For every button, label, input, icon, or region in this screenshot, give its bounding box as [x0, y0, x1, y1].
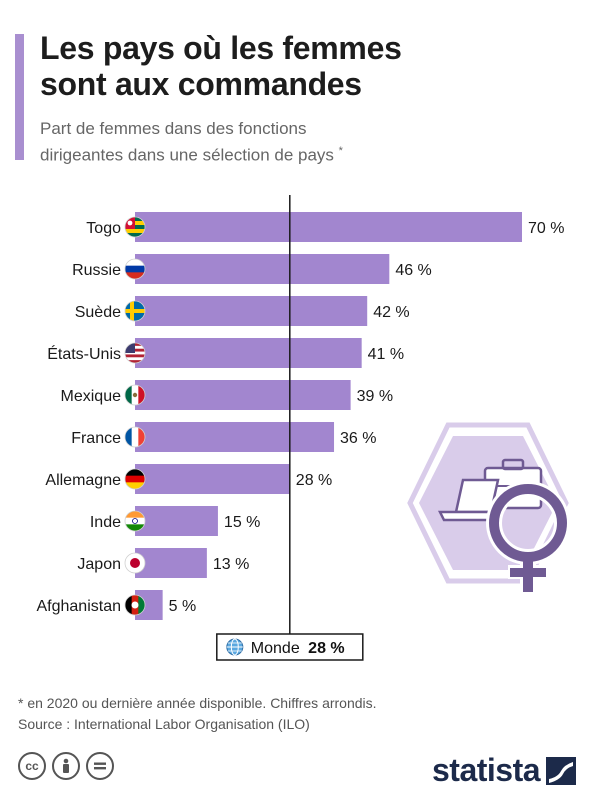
- female-symbol-icon: [486, 481, 570, 594]
- value-label: 70 %: [528, 220, 564, 237]
- value-label: 13 %: [213, 556, 249, 573]
- category-label: Inde: [90, 514, 121, 531]
- license-icons: cc: [18, 752, 114, 780]
- chart-title-line-1: Les pays où les femmes: [40, 30, 402, 66]
- france-flag-icon: [124, 426, 146, 448]
- chart-subtitle-line-2: dirigeantes dans une sélection de pays: [40, 145, 334, 165]
- bar-france: [135, 422, 335, 452]
- category-label: Japon: [77, 556, 121, 573]
- sweden-flag-icon: [124, 300, 146, 322]
- chart-title: Les pays où les femmes sont aux commande…: [40, 30, 580, 102]
- statista-logo-icon: [546, 756, 577, 785]
- chart-subtitle: Part de femmes dans des fonctions dirige…: [40, 117, 560, 167]
- bar-chart: Togo 70 % Russie 46 % Suède 42 % États-Unis 41 …: [36, 195, 570, 661]
- source-text: Source : International Labor Organisatio…: [18, 716, 310, 732]
- subtitle-footnote-mark: *: [338, 145, 343, 157]
- india-flag-icon: [124, 510, 146, 532]
- mexico-flag-icon: [124, 384, 146, 406]
- bar-allemagne: [135, 464, 290, 494]
- world-average-text: Monde 28 %: [251, 640, 345, 657]
- category-label: Allemagne: [45, 472, 121, 489]
- usa-flag-icon: [124, 342, 146, 364]
- no-derivatives-icon[interactable]: [86, 752, 114, 780]
- category-label: Russie: [72, 262, 121, 279]
- world-average-value: 28 %: [308, 640, 344, 657]
- creative-commons-icon[interactable]: cc: [18, 752, 46, 780]
- togo-flag-icon: [124, 216, 146, 238]
- category-label: États-Unis: [47, 344, 121, 363]
- value-label: 5 %: [169, 598, 197, 615]
- value-label: 46 %: [395, 262, 431, 279]
- bar-togo: [135, 212, 522, 242]
- bar-japon: [135, 548, 207, 578]
- footnote-note: * en 2020 ou dernière année disponible. …: [18, 695, 377, 711]
- chart-title-line-2: sont aux commandes: [40, 66, 362, 102]
- germany-flag-icon: [124, 468, 146, 490]
- bars-layer: Togo 70 % Russie 46 % Suède 42 % États-Unis 41 …: [36, 212, 564, 620]
- bar-suede: [135, 296, 368, 326]
- value-label: 39 %: [357, 388, 393, 405]
- bar-inde: [135, 506, 218, 536]
- world-average-name: Monde: [251, 640, 300, 657]
- chart-subtitle-line-1: Part de femmes dans des fonctions: [40, 119, 307, 138]
- value-label: 42 %: [373, 304, 409, 321]
- brand-name: statista: [432, 752, 541, 788]
- footnote: * en 2020 ou dernière année disponible. …: [18, 693, 377, 735]
- value-label: 36 %: [340, 430, 376, 447]
- value-label: 28 %: [296, 472, 332, 489]
- value-label: 15 %: [224, 514, 260, 531]
- afghanistan-flag-icon: [124, 594, 146, 616]
- bar-etats-unis: [135, 338, 362, 368]
- japan-flag-icon: [124, 552, 146, 574]
- category-label: France: [71, 430, 121, 447]
- world-average-label: Monde 28 %: [216, 633, 364, 661]
- russia-flag-icon: [124, 258, 146, 280]
- globe-icon: [226, 638, 244, 656]
- title-accent-bar: [15, 34, 24, 160]
- bar-mexique: [135, 380, 351, 410]
- category-label: Togo: [86, 220, 121, 237]
- value-label: 41 %: [368, 346, 404, 363]
- women-leadership-illustration: [407, 422, 570, 594]
- bar-russie: [135, 254, 390, 284]
- category-label: Afghanistan: [36, 598, 121, 615]
- attribution-icon[interactable]: [52, 752, 80, 780]
- category-label: Suède: [75, 304, 121, 321]
- category-label: Mexique: [61, 388, 122, 405]
- statista-logo[interactable]: statista: [432, 752, 577, 789]
